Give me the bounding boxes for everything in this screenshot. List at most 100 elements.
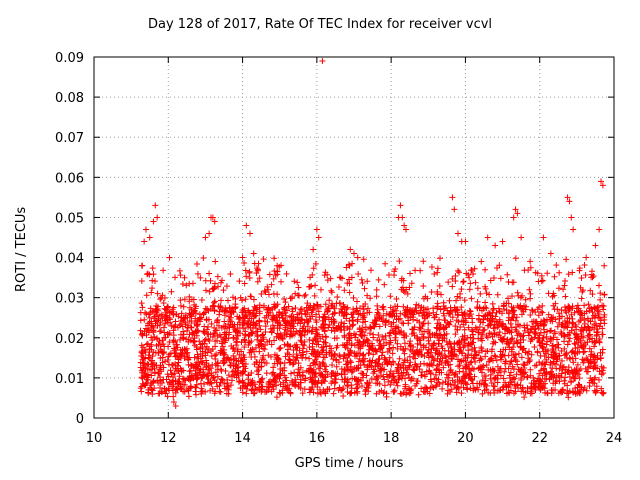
- data-point: [380, 366, 387, 373]
- data-point: [353, 376, 360, 383]
- data-point: [327, 275, 334, 282]
- data-point: [367, 325, 374, 332]
- data-point: [416, 310, 423, 317]
- data-point: [494, 291, 501, 298]
- data-point: [353, 350, 360, 357]
- data-point: [241, 344, 248, 351]
- data-point: [363, 336, 370, 343]
- data-point: [337, 353, 344, 360]
- data-point: [521, 394, 528, 401]
- data-point: [195, 365, 202, 372]
- data-point: [591, 343, 598, 350]
- data-point: [452, 331, 459, 338]
- data-point: [170, 304, 177, 311]
- data-point: [145, 361, 152, 368]
- data-point: [399, 284, 406, 291]
- data-point: [199, 344, 206, 351]
- data-point: [512, 356, 519, 363]
- data-point: [410, 326, 417, 333]
- data-point: [415, 391, 422, 398]
- data-point: [258, 363, 265, 370]
- data-point: [555, 372, 562, 379]
- data-point: [144, 271, 151, 278]
- data-point: [210, 331, 217, 338]
- data-point: [525, 329, 532, 336]
- data-point: [230, 309, 237, 316]
- data-point: [505, 309, 512, 316]
- data-point: [426, 330, 433, 337]
- data-point: [246, 275, 253, 282]
- data-point: [458, 377, 465, 384]
- data-point: [209, 334, 216, 341]
- data-point: [482, 353, 489, 360]
- data-point: [565, 271, 572, 278]
- data-point: [585, 364, 592, 371]
- data-point: [341, 332, 348, 339]
- x-tick-label: 18: [383, 431, 400, 446]
- data-point: [424, 388, 431, 395]
- y-tick-label: 0.08: [55, 91, 84, 106]
- data-point: [376, 346, 383, 353]
- data-point: [247, 293, 254, 300]
- data-point: [581, 302, 588, 309]
- data-point: [449, 314, 456, 321]
- data-point: [526, 348, 533, 355]
- data-point: [299, 372, 306, 379]
- data-point: [447, 361, 454, 368]
- data-point: [364, 278, 371, 285]
- data-point: [234, 369, 241, 376]
- data-point: [526, 358, 533, 365]
- data-point: [281, 360, 288, 367]
- data-point: [464, 381, 471, 388]
- data-point: [260, 334, 267, 341]
- data-point: [240, 379, 247, 386]
- data-point: [242, 267, 249, 274]
- data-point: [333, 363, 340, 370]
- data-point: [362, 300, 369, 307]
- data-point: [548, 336, 555, 343]
- data-point: [421, 314, 428, 321]
- data-point: [357, 377, 364, 384]
- x-tick-label: 22: [531, 431, 548, 446]
- data-point: [334, 294, 341, 301]
- data-point: [401, 350, 408, 357]
- data-point: [211, 307, 218, 314]
- data-point: [399, 347, 406, 354]
- data-point: [584, 332, 591, 339]
- data-point: [206, 270, 213, 277]
- data-point: [468, 311, 475, 318]
- data-point: [419, 331, 426, 338]
- data-point: [396, 329, 403, 336]
- data-point: [375, 375, 382, 382]
- data-point: [270, 369, 277, 376]
- data-point: [186, 280, 193, 287]
- data-point: [236, 324, 243, 331]
- data-point: [211, 390, 218, 397]
- data-point: [522, 296, 529, 303]
- data-point: [225, 386, 232, 393]
- data-point: [483, 382, 490, 389]
- data-point: [381, 388, 388, 395]
- data-point: [225, 313, 232, 320]
- data-point: [490, 306, 497, 313]
- data-point: [350, 321, 357, 328]
- data-point: [561, 304, 568, 311]
- data-point: [149, 285, 156, 292]
- data-point: [256, 359, 263, 366]
- data-point: [454, 326, 461, 333]
- data-point: [286, 314, 293, 321]
- data-point: [313, 226, 320, 233]
- data-point: [138, 383, 145, 390]
- data-point: [514, 210, 521, 217]
- data-point: [204, 379, 211, 386]
- data-point: [569, 269, 576, 276]
- data-point: [494, 363, 501, 370]
- data-point: [485, 322, 492, 329]
- data-point: [216, 308, 223, 315]
- data-point: [479, 347, 486, 354]
- data-point: [256, 348, 263, 355]
- data-point: [380, 312, 387, 319]
- data-point: [208, 380, 215, 387]
- data-point: [412, 305, 419, 312]
- data-point: [346, 262, 353, 269]
